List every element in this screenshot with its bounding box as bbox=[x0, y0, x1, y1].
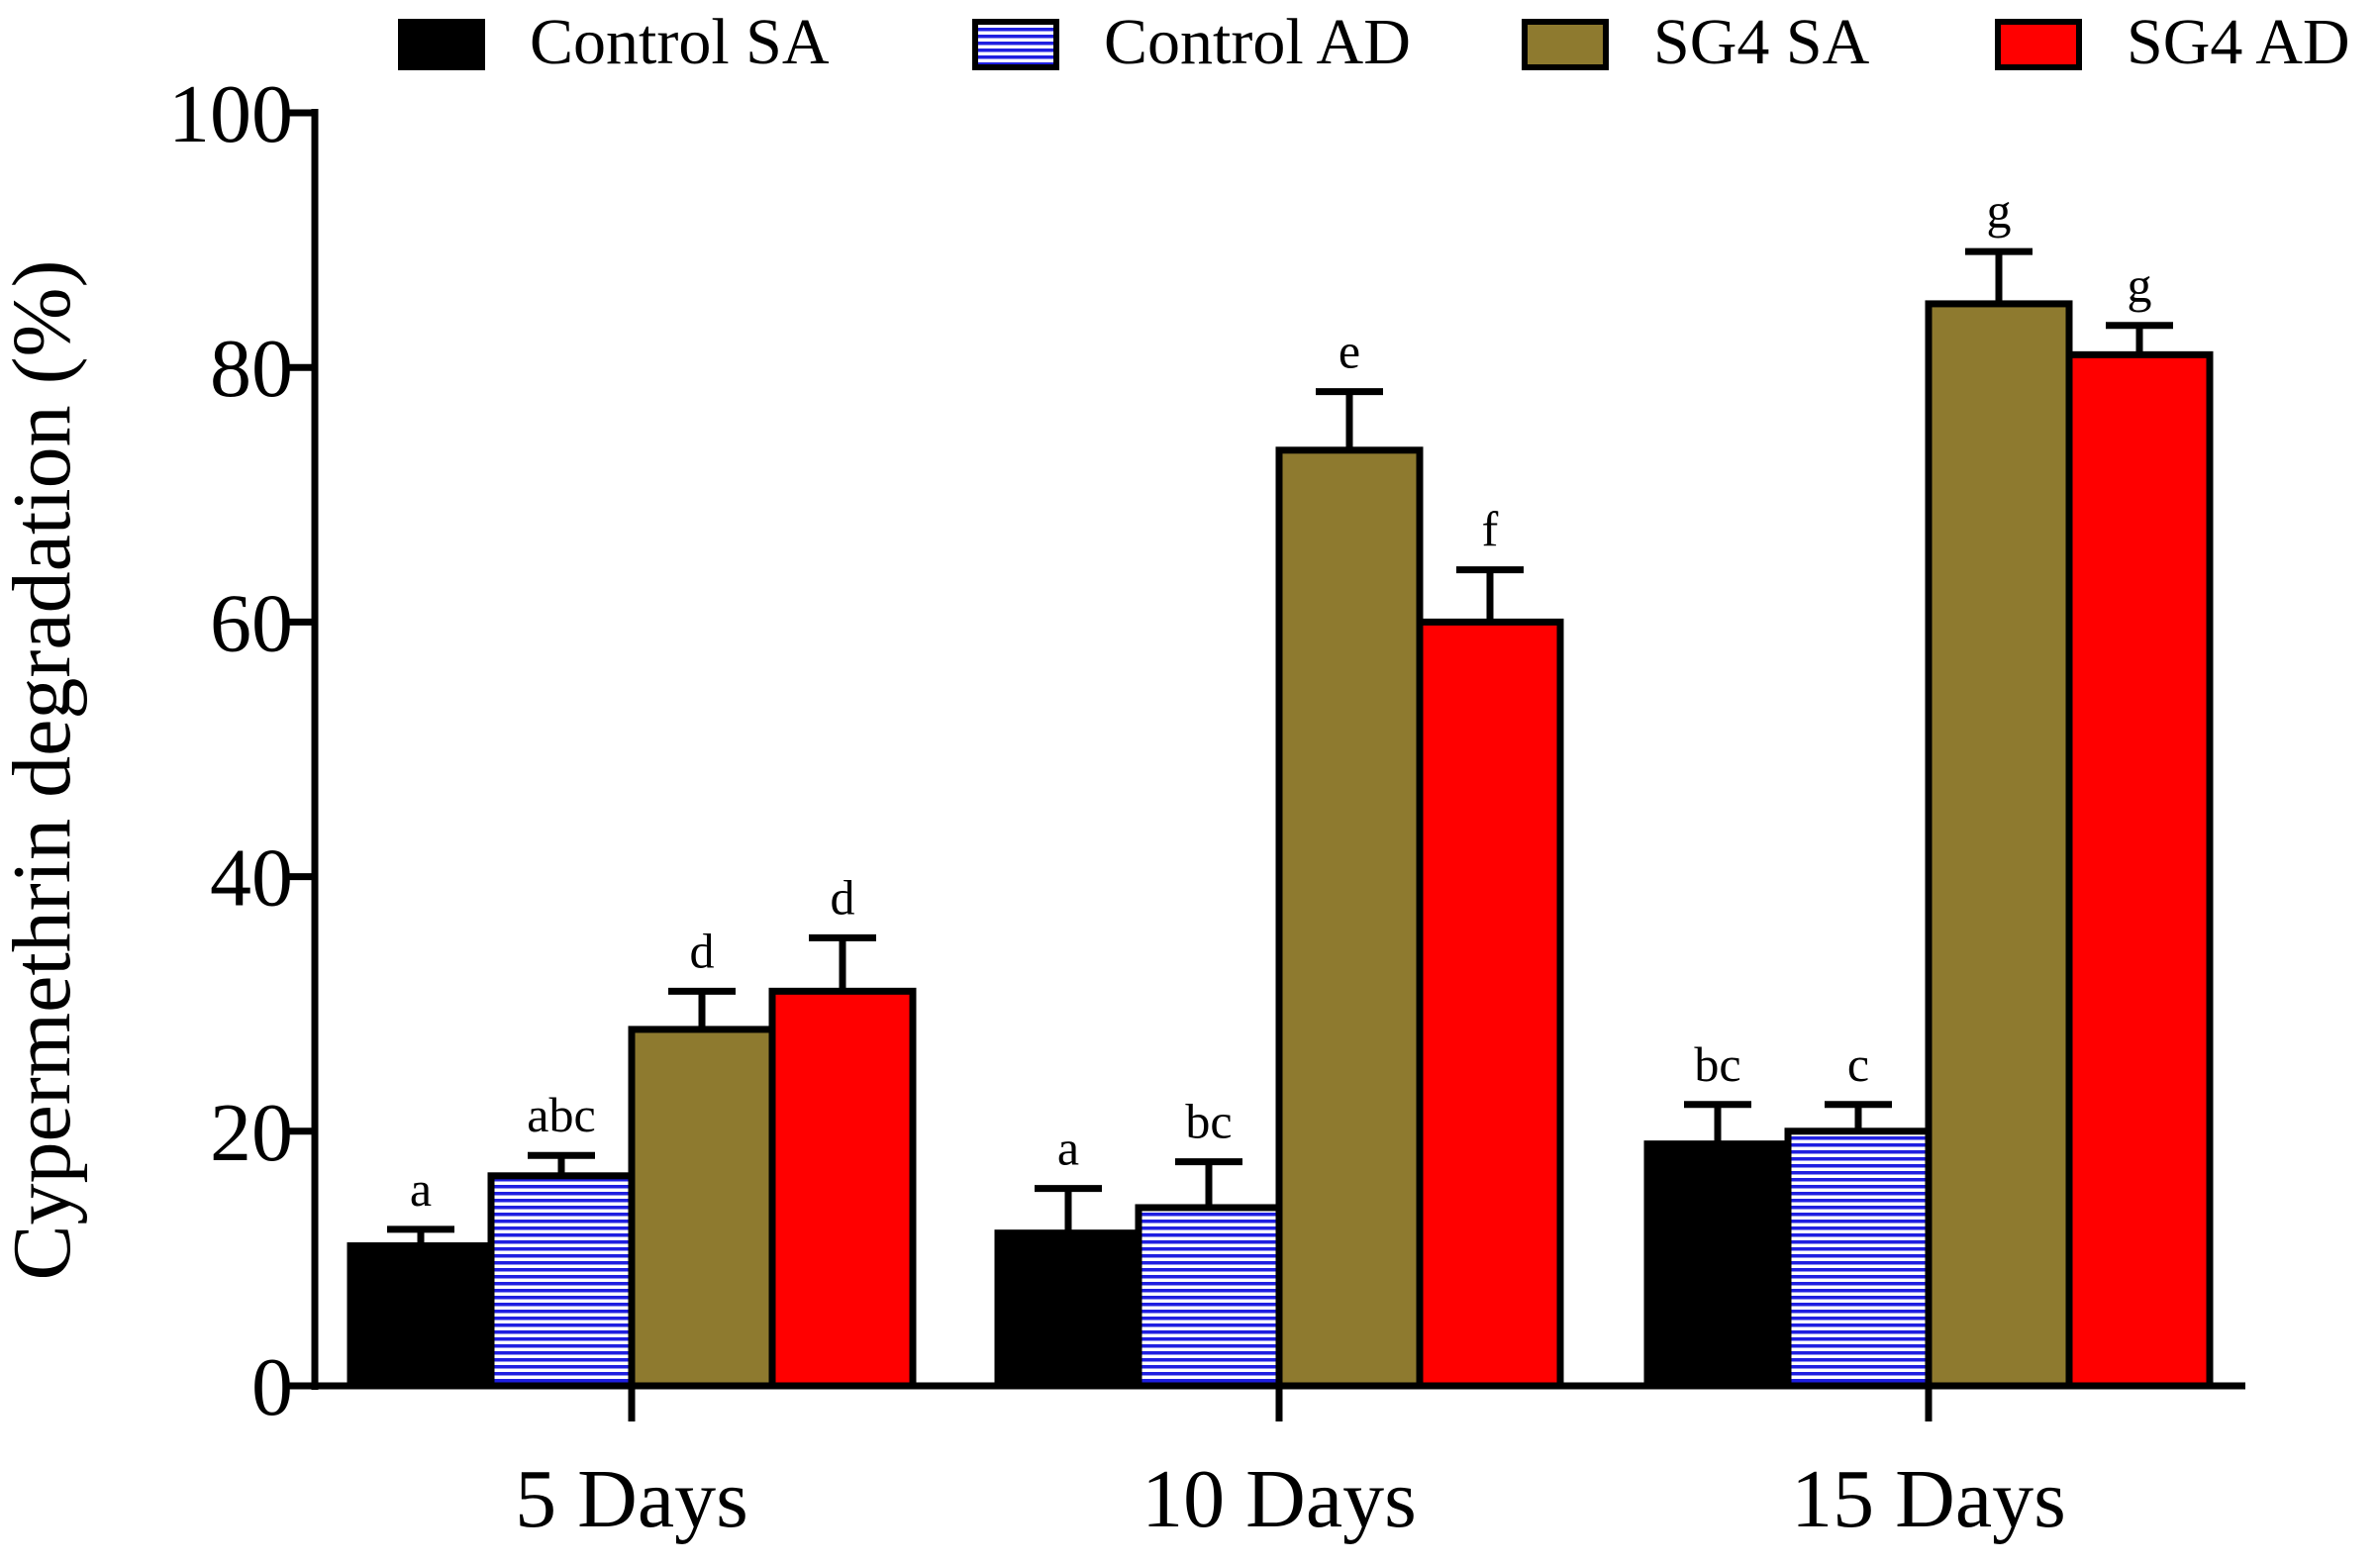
significance-letter: c bbox=[1847, 1036, 1869, 1092]
legend-label: Control SA bbox=[530, 6, 830, 78]
significance-letter: f bbox=[1482, 502, 1499, 557]
significance-letter: bc bbox=[1185, 1094, 1232, 1149]
y-tick-label: 80 bbox=[210, 323, 293, 415]
y-tick-label: 60 bbox=[210, 577, 293, 669]
significance-letter: abc bbox=[527, 1087, 595, 1142]
y-tick-label: 0 bbox=[251, 1341, 293, 1433]
legend-label: Control AD bbox=[1104, 6, 1411, 78]
legend-swatch bbox=[1995, 19, 2082, 70]
legend-swatch bbox=[972, 19, 1059, 70]
legend-item-sg4-ad: SG4 AD bbox=[1995, 6, 2350, 78]
x-tick-label: 10 Days bbox=[1141, 1453, 1417, 1545]
bar-control-sa bbox=[347, 1242, 495, 1390]
bar-sg4-sa bbox=[1925, 300, 2073, 1390]
legend-item-control-sa: Control SA bbox=[398, 6, 830, 78]
bar-control-ad bbox=[1135, 1204, 1283, 1390]
legend-swatch bbox=[1522, 19, 1609, 70]
significance-letter: e bbox=[1339, 324, 1360, 379]
y-axis-label: Cypermethrin degradation (%) bbox=[0, 260, 88, 1281]
legend-item-control-ad: Control AD bbox=[972, 6, 1411, 78]
y-tick-label: 100 bbox=[168, 68, 293, 160]
bar-sg4-sa bbox=[628, 1026, 776, 1390]
significance-letter: g bbox=[1987, 183, 2012, 239]
significance-letter: a bbox=[1057, 1121, 1079, 1176]
chart-legend: Control SA Control AD SG4 SA SG4 AD bbox=[398, 6, 2350, 78]
significance-letter: bc bbox=[1694, 1036, 1740, 1092]
bar-sg4-sa bbox=[1275, 446, 1424, 1390]
x-tick-label: 5 Days bbox=[515, 1453, 748, 1545]
bar-control-ad bbox=[487, 1172, 636, 1390]
bar-control-sa bbox=[1643, 1140, 1792, 1390]
significance-letter: d bbox=[690, 923, 715, 978]
significance-letter: d bbox=[831, 869, 855, 925]
bar-sg4-ad bbox=[1416, 618, 1564, 1390]
bar-sg4-ad bbox=[768, 987, 917, 1390]
legend-swatch bbox=[398, 19, 485, 70]
bar-control-ad bbox=[1784, 1127, 1933, 1390]
legend-item-sg4-sa: SG4 SA bbox=[1522, 6, 1870, 78]
significance-letter: a bbox=[410, 1161, 432, 1217]
y-tick-label: 40 bbox=[210, 832, 293, 925]
x-tick-label: 15 Days bbox=[1791, 1453, 2066, 1545]
legend-label: SG4 SA bbox=[1653, 6, 1870, 78]
axes-group: 5 Days 10 Days 15 Days 0 20 40 60 80 100 bbox=[168, 68, 2245, 1545]
y-tick-label: 20 bbox=[210, 1087, 293, 1179]
legend-label: SG4 AD bbox=[2127, 6, 2350, 78]
bar-control-sa bbox=[994, 1229, 1142, 1390]
significance-letter: g bbox=[2128, 257, 2152, 313]
bar-sg4-ad bbox=[2065, 350, 2214, 1390]
